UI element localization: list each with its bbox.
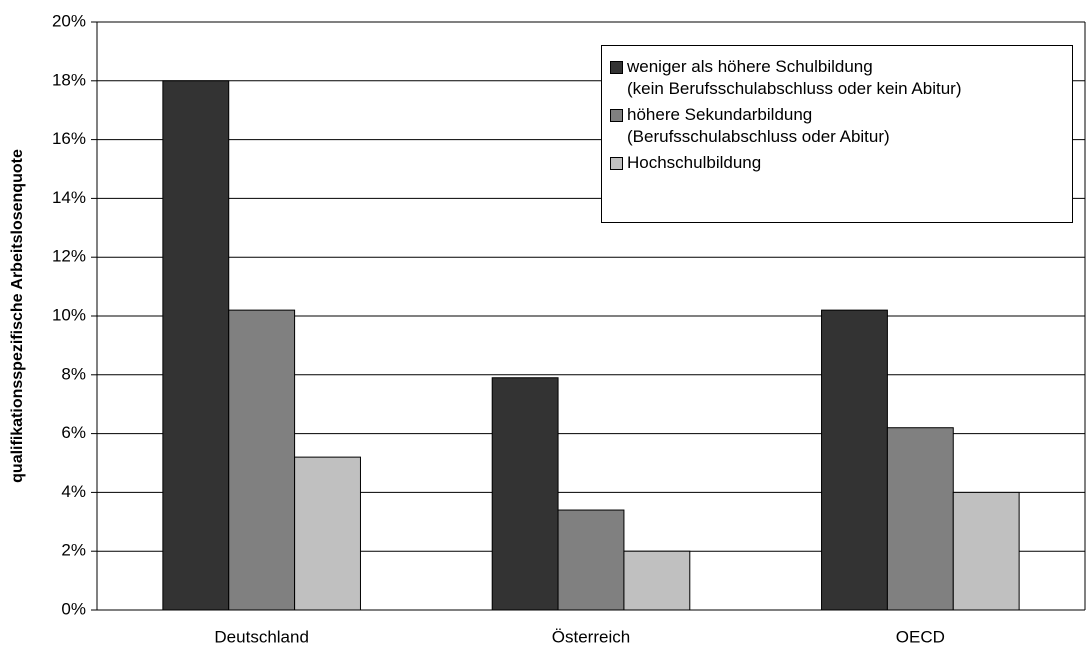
legend-label: höhere Sekundarbildung (Berufsschulabsch… — [627, 105, 890, 146]
y-tick-label: 18% — [52, 70, 86, 89]
legend-entry: weniger als höhere Schulbildung (kein Be… — [610, 56, 1064, 100]
y-tick-label: 2% — [61, 541, 86, 560]
y-tick-label: 6% — [61, 423, 86, 442]
x-tick-label: Deutschland — [214, 627, 309, 646]
legend-swatch — [610, 109, 623, 122]
bar — [294, 456, 361, 611]
y-tick-label: 4% — [61, 482, 86, 501]
bar — [228, 309, 296, 611]
legend: weniger als höhere Schulbildung (kein Be… — [601, 45, 1073, 223]
x-tick-label: Österreich — [552, 627, 630, 646]
y-tick-label: 16% — [52, 129, 86, 148]
legend-swatch — [610, 61, 623, 74]
bar — [623, 550, 691, 611]
legend-label: Hochschulbildung — [627, 153, 762, 172]
bar — [821, 309, 888, 611]
legend-entry: höhere Sekundarbildung (Berufsschulabsch… — [610, 104, 1064, 148]
y-tick-label: 14% — [52, 188, 86, 207]
bar — [162, 80, 230, 611]
x-tick-label: OECD — [896, 627, 945, 646]
legend-label: weniger als höhere Schulbildung (kein Be… — [627, 57, 962, 98]
bar — [886, 427, 954, 611]
y-tick-label: 12% — [52, 247, 86, 266]
legend-entry: Hochschulbildung — [610, 152, 1064, 174]
bar — [557, 509, 625, 611]
legend-swatch — [610, 157, 623, 170]
y-tick-label: 0% — [61, 599, 86, 618]
y-tick-label: 20% — [52, 11, 86, 30]
y-tick-label: 10% — [52, 305, 86, 324]
bar — [952, 491, 1020, 611]
y-tick-label: 8% — [61, 364, 86, 383]
bar — [491, 377, 559, 611]
y-axis-label: qualifikationsspezifische Arbeitslosenqu… — [9, 149, 26, 483]
